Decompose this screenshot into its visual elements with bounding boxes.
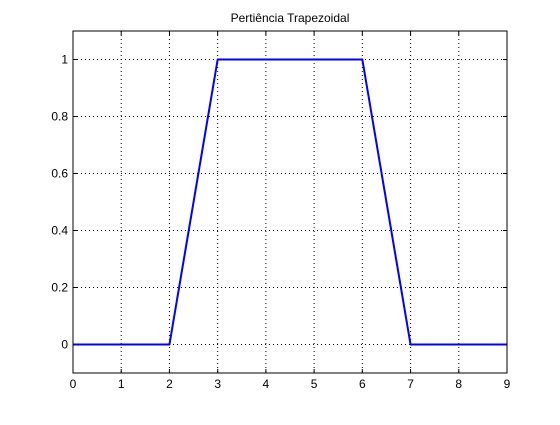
x-tick-label-0: 0: [70, 377, 77, 391]
x-tick-label-9: 9: [504, 377, 511, 391]
tick-labels: 0 1 2 3 4 5 6 7 8 9 0 0.2 0.4 0.6 0.8 1: [51, 53, 510, 392]
x-tick-label-1: 1: [118, 377, 125, 391]
x-tick-label-5: 5: [311, 377, 318, 391]
y-tick-label-0.8: 0.8: [51, 110, 68, 124]
x-tick-label-6: 6: [359, 377, 366, 391]
y-tick-label-0: 0: [61, 338, 68, 352]
y-tick-label-0.4: 0.4: [51, 224, 68, 238]
chart-title: Pertiência Trapezoidal: [231, 11, 350, 25]
x-tick-label-3: 3: [214, 377, 221, 391]
series-layer: [73, 58, 507, 346]
plot-frame: [72, 30, 508, 374]
series-line-0: [73, 58, 507, 346]
y-tick-label-0.6: 0.6: [51, 167, 68, 181]
x-tick-label-8: 8: [455, 377, 462, 391]
x-tick-label-7: 7: [407, 377, 414, 391]
x-tick-label-4: 4: [263, 377, 270, 391]
y-tick-label-0.2: 0.2: [51, 281, 68, 295]
grid-lines: [73, 31, 507, 373]
x-tick-label-2: 2: [166, 377, 173, 391]
y-tick-label-1: 1: [61, 53, 68, 67]
axis-ticks: [72, 31, 508, 373]
